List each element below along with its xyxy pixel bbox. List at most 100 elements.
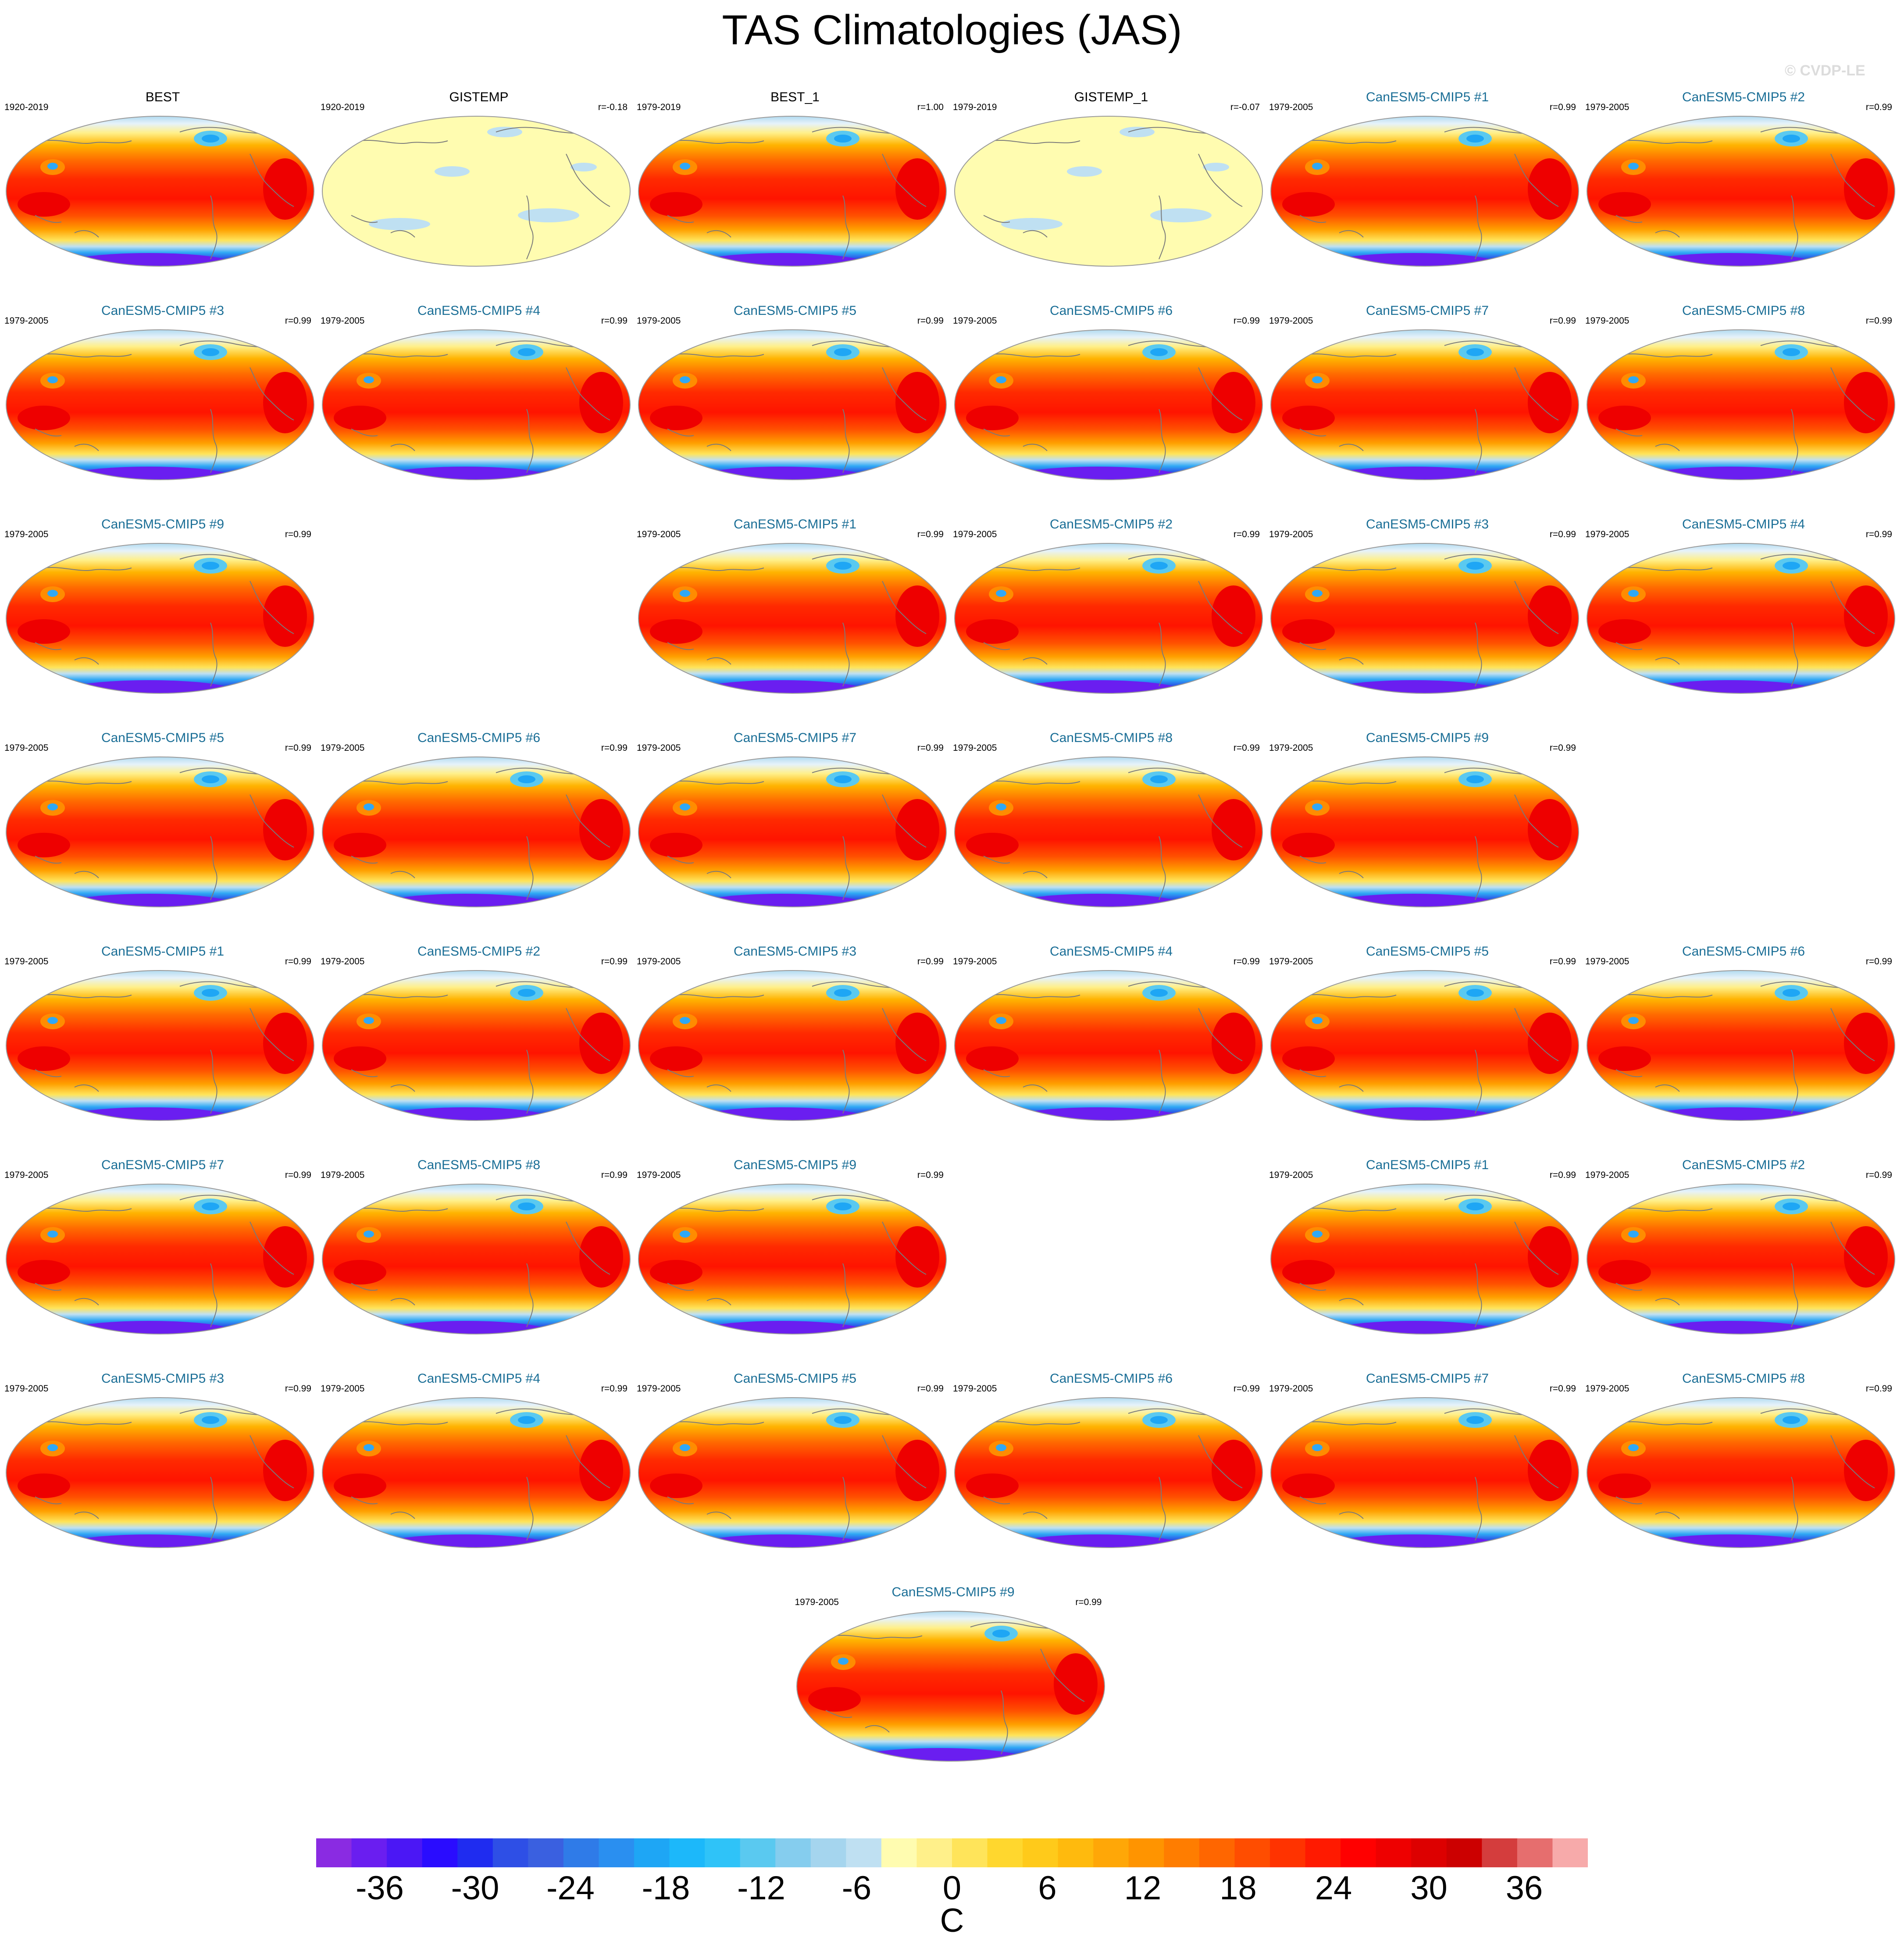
colorbar-tick-label: -18 — [642, 1870, 690, 1907]
coastline — [1023, 443, 1048, 451]
panel-title: CanESM5-CMIP5 #4 — [1682, 517, 1805, 532]
panel-title: BEST — [145, 90, 180, 104]
credit-label: © CVDP-LE — [1785, 62, 1865, 79]
panel-period: 1979-2005 — [1585, 1170, 1629, 1180]
coastline — [35, 1283, 62, 1291]
panel-title: CanESM5-CMIP5 #1 — [1366, 90, 1489, 104]
coastline — [1514, 1221, 1559, 1275]
coastline — [351, 1496, 378, 1505]
coastline — [210, 1049, 217, 1114]
africa-hot-region — [1528, 1013, 1572, 1074]
anomaly-region — [570, 163, 597, 171]
colorbar-swatch — [810, 1838, 846, 1867]
map-border — [954, 1397, 1263, 1548]
antarctica-region — [382, 894, 549, 907]
coastline — [706, 1298, 731, 1306]
map-panel: CanESM5-CMIP5 #8 1979-2005 r=0.99 — [321, 1158, 637, 1364]
map-panel: CanESM5-CMIP5 #3 1979-2005 r=0.99 — [4, 303, 321, 510]
panel-correlation: r=0.99 — [285, 743, 311, 753]
coastline — [74, 230, 99, 238]
coastline — [1615, 1069, 1643, 1077]
panel-period: 1979-2005 — [321, 316, 365, 326]
antarctica-region — [66, 1534, 232, 1548]
coastline — [566, 1008, 610, 1061]
coastline — [1198, 794, 1243, 848]
coastline — [1475, 836, 1482, 900]
map-plot — [1270, 756, 1579, 907]
greenland-core — [202, 135, 219, 143]
coastline — [983, 1069, 1010, 1077]
panel-correlation: r=0.99 — [1549, 1170, 1576, 1180]
coastline — [43, 994, 132, 998]
panel-title: GISTEMP_1 — [1074, 90, 1148, 104]
temperature-field — [6, 116, 314, 266]
coastline — [74, 1298, 99, 1306]
panel-period: 1979-2005 — [4, 529, 49, 539]
greenland-core — [1783, 989, 1800, 997]
tibet-cold-spot — [364, 376, 374, 383]
map-border — [638, 543, 947, 694]
map-border — [322, 1397, 631, 1548]
panel-correlation: r=0.99 — [1233, 743, 1260, 753]
coastline — [842, 1049, 850, 1114]
coastline — [992, 353, 1080, 357]
warm-pool-region — [1598, 1260, 1651, 1284]
africa-hot-region — [1528, 1226, 1572, 1288]
antarctica-region — [1330, 1534, 1497, 1548]
colorbar-swatch — [881, 1838, 917, 1867]
coastline — [210, 836, 217, 900]
greenland-core — [834, 1202, 852, 1210]
map-border — [1270, 329, 1579, 480]
antarctica-region — [382, 1534, 549, 1548]
africa-hot-region — [1844, 158, 1888, 220]
coastline — [1514, 581, 1559, 634]
greenland-core — [834, 775, 852, 783]
warm-pool-region — [966, 619, 1019, 644]
panel-period: 1979-2005 — [1585, 956, 1629, 967]
coastline — [1475, 195, 1482, 260]
coastline — [566, 1435, 610, 1488]
temperature-field — [638, 757, 946, 907]
panel-correlation: r=0.99 — [917, 1384, 944, 1394]
panel-title: CanESM5-CMIP5 #6 — [1682, 944, 1805, 959]
panel-period: 1979-2005 — [1585, 1384, 1629, 1394]
warm-pool-region — [334, 1046, 386, 1071]
map-plot — [954, 329, 1263, 480]
anomaly-region — [1067, 166, 1102, 177]
panel-correlation: r=-0.18 — [598, 102, 628, 112]
temperature-field — [638, 543, 946, 693]
panel-period: 1979-2005 — [4, 316, 49, 326]
map-plot — [6, 543, 314, 694]
map-panel: CanESM5-CMIP5 #2 1979-2005 r=0.99 — [953, 517, 1269, 723]
coastline — [1308, 567, 1397, 571]
coastline — [706, 657, 731, 665]
tibet-cold-spot — [1312, 1444, 1323, 1451]
panel-period: 1979-2005 — [953, 529, 997, 539]
panel-period: 1979-2019 — [953, 102, 997, 112]
africa-hot-region — [579, 799, 623, 860]
panel-correlation: r=0.99 — [601, 956, 628, 967]
coastline — [1655, 1084, 1680, 1092]
coastline — [842, 409, 850, 473]
map-border — [638, 1397, 947, 1548]
map-panel: BEST_1 1979-2019 r=1.00 — [637, 90, 953, 296]
panel-period: 1979-2005 — [4, 743, 49, 753]
coastline — [1299, 428, 1326, 437]
panel-title: CanESM5-CMIP5 #3 — [101, 303, 225, 318]
coastline — [667, 856, 694, 864]
map-panel: CanESM5-CMIP5 #7 1979-2005 r=0.99 — [4, 1158, 321, 1364]
coastline — [1308, 140, 1397, 144]
greenland-core — [992, 1630, 1010, 1638]
africa-hot-region — [1844, 1013, 1888, 1074]
coastline — [1159, 1049, 1166, 1114]
temperature-field — [1587, 1398, 1895, 1548]
tibet-cold-spot — [1312, 803, 1323, 810]
colorbar-swatch — [1164, 1838, 1200, 1867]
map-panel: CanESM5-CMIP5 #1 1979-2005 r=0.99 — [1269, 90, 1586, 296]
warm-pool-region — [18, 406, 70, 430]
greenland-core — [518, 1202, 535, 1210]
africa-hot-region — [895, 372, 939, 433]
coastline — [1830, 367, 1875, 421]
coastline — [360, 1208, 448, 1212]
tibet-cold-spot — [47, 1444, 58, 1451]
